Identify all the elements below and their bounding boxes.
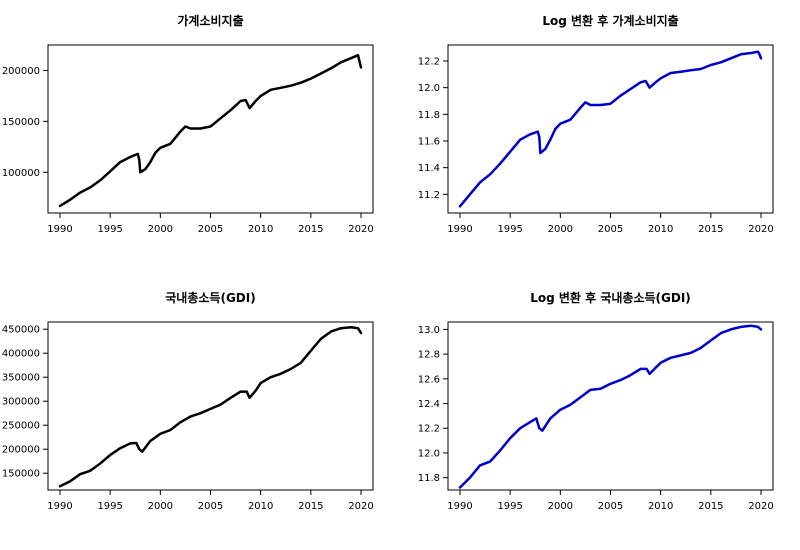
chart-panel-4: Log 변환 후 국내총소득(GDI) 1990 1995 2000 2005 2010 2… [418,290,774,512]
x-tick-label: 2020 [348,224,373,235]
x-tick-label: 2015 [298,224,323,235]
series-line [458,324,763,489]
y-tick-label: 11.2 [418,190,440,201]
x-tick-label: 2000 [548,501,573,512]
y-tick-label: 12.8 [418,350,440,361]
chart-title: 가계소비지출 [177,13,243,28]
x-tick-label: 1995 [497,224,522,235]
chart-title: Log 변환 후 가계소비지출 [542,13,678,28]
x-tick-label: 1995 [497,501,522,512]
y-tick-label: 13.0 [418,325,440,336]
x-tick-label: 2000 [548,224,573,235]
x-tick-label: 2020 [748,224,773,235]
series-line [458,50,763,208]
y-tick-label: 11.6 [418,137,440,148]
x-tick-label: 2010 [248,501,273,512]
x-tick-label: 1995 [97,224,122,235]
y-tick-label: 400000 [2,349,40,360]
x-tick-label: 2015 [698,501,723,512]
y-tick-label: 250000 [2,421,40,432]
x-tick-label: 2020 [748,501,773,512]
y-tick-label: 12.4 [418,399,440,410]
x-tick-label: 2010 [648,224,673,235]
chart-panel-2: Log 변환 후 가계소비지출 1990 1995 2000 2005 2010 2015 2… [418,13,774,235]
x-tick-label: 1990 [447,224,472,235]
y-tick-label: 11.8 [418,473,440,484]
y-tick-label: 300000 [2,397,40,408]
x-tick-label: 1990 [47,224,72,235]
series-line [58,53,363,208]
x-tick-label: 2020 [348,501,373,512]
x-tick-label: 2005 [198,501,223,512]
y-tick-label: 12.2 [418,57,440,68]
x-tick-label: 2010 [248,224,273,235]
y-tick-label: 12.6 [418,374,440,385]
y-tick-label: 11.8 [418,110,440,121]
y-tick-label: 150000 [2,469,40,480]
x-tick-label: 2000 [148,224,173,235]
y-tick-label: 350000 [2,373,40,384]
y-tick-label: 11.4 [418,163,440,174]
y-tick-label: 200000 [2,445,40,456]
x-tick-label: 2005 [198,224,223,235]
y-tick-label: 450000 [2,325,40,336]
x-tick-label: 2005 [598,224,623,235]
y-tick-label: 200000 [2,66,40,77]
x-tick-label: 1990 [47,501,72,512]
y-tick-label: 12.2 [418,424,440,435]
x-tick-label: 1990 [447,501,472,512]
series-line [58,326,363,488]
y-tick-label: 12.0 [418,83,440,94]
x-tick-label: 2005 [598,501,623,512]
y-tick-label: 12.0 [418,448,440,459]
chart-title: Log 변환 후 국내총소득(GDI) [530,290,691,305]
x-tick-label: 2015 [698,224,723,235]
x-tick-label: 2010 [648,501,673,512]
chart-panel-1: 가계소비지출 1990 1995 2000 2005 2010 2015 2020 100000… [2,13,374,235]
x-tick-label: 2015 [298,501,323,512]
y-tick-label: 100000 [2,168,40,179]
chart-panel-3: 국내총소득(GDI) 1990 1995 2000 2005 2010 2015 2020 15… [2,290,374,512]
x-tick-label: 2000 [148,501,173,512]
chart-title: 국내총소득(GDI) [165,290,255,305]
y-tick-label: 150000 [2,117,40,128]
x-tick-label: 1995 [97,501,122,512]
